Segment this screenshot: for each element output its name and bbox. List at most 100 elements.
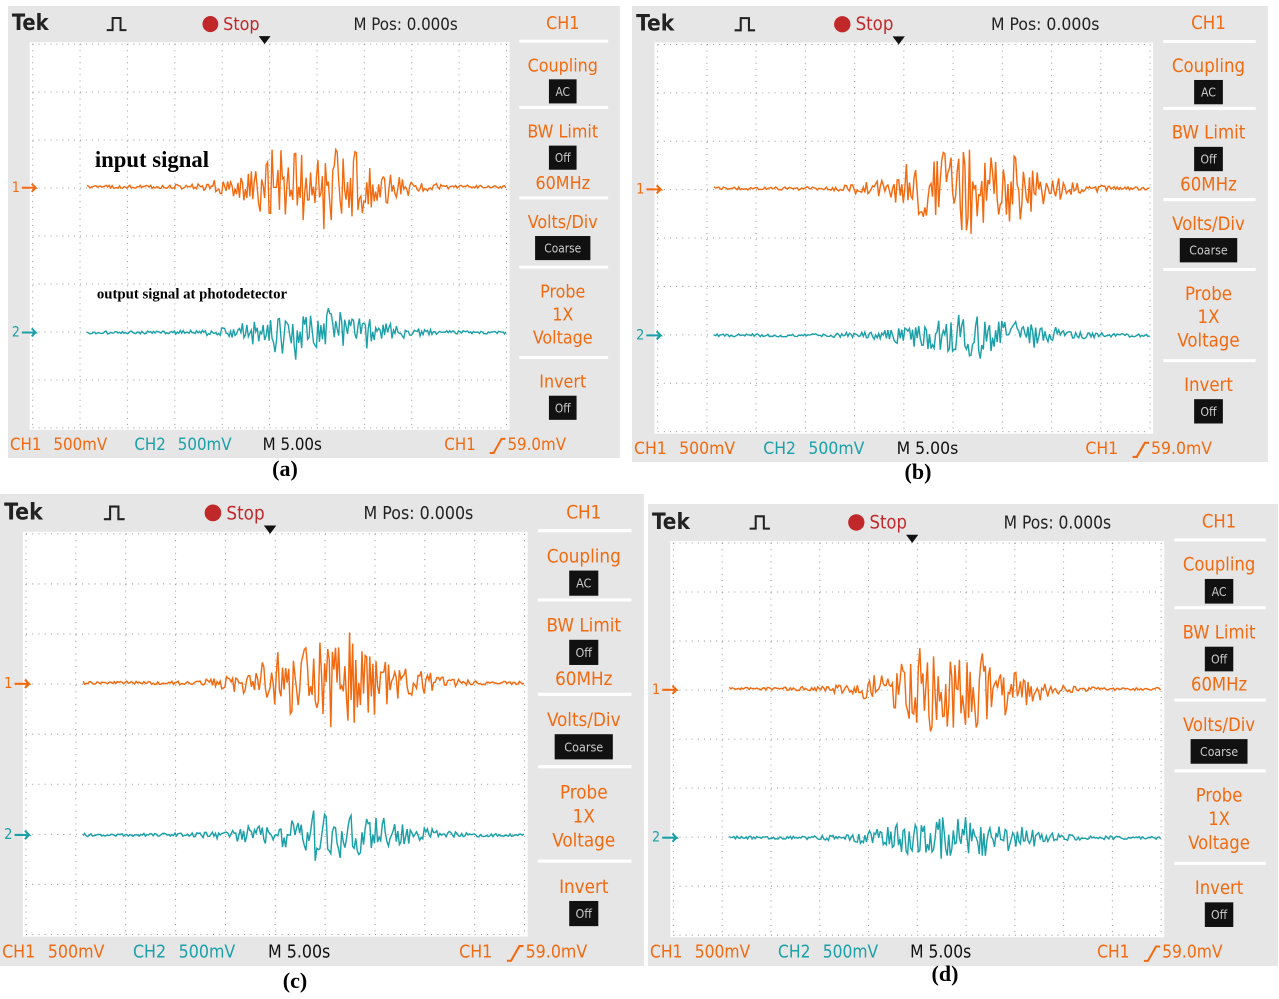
menu-value: Coarse — [544, 242, 581, 256]
menu-value: AC — [555, 85, 570, 99]
menu-title: CH1 — [566, 502, 601, 523]
menu-value: Off — [575, 906, 592, 921]
position: M Pos: 0.000s — [364, 504, 474, 524]
menu-title: CH1 — [1202, 511, 1236, 532]
footer-trigger-level: 59.0mV — [526, 942, 588, 962]
menu-label: Coupling — [1172, 56, 1245, 77]
menu-value: 1X — [1198, 307, 1220, 328]
footer-ch1: CH1 — [2, 942, 35, 962]
footer-trigger-level: 59.0mV — [1162, 943, 1223, 963]
ch2-marker: 2 — [12, 324, 20, 340]
footer-ch2-scale: 500mV — [179, 942, 236, 962]
ch2-marker: 2 — [636, 327, 644, 343]
status: Stop — [870, 512, 907, 533]
menu-label: Probe — [560, 782, 608, 803]
footer-ch1-scale: 500mV — [48, 942, 105, 962]
menu-extra: 60MHz — [555, 669, 612, 690]
panel-caption: (b) — [905, 459, 932, 485]
menu-label: BW Limit — [527, 121, 598, 142]
menu-label: Volts/Div — [1183, 715, 1255, 736]
panel-caption: (d) — [932, 961, 959, 987]
menu-value: Off — [555, 151, 571, 165]
menu-value: Coarse — [564, 739, 603, 754]
stop-dot — [848, 514, 864, 530]
panel-caption: (c) — [283, 968, 307, 994]
menu-value: AC — [1201, 86, 1216, 100]
menu-value: AC — [576, 576, 591, 591]
annotation: output signal at photodetector — [97, 287, 288, 303]
menu-title: CH1 — [1191, 13, 1226, 34]
menu-extra: 60MHz — [1191, 675, 1247, 696]
brand: Tek — [12, 11, 50, 36]
footer-ch2: CH2 — [763, 439, 796, 459]
status: Stop — [223, 14, 259, 35]
footer-ch2: CH2 — [133, 942, 166, 962]
menu-label: Invert — [1184, 375, 1233, 396]
menu-label: Coupling — [528, 55, 598, 76]
ch1-marker: 1 — [652, 682, 660, 698]
footer-ch1: CH1 — [10, 434, 41, 454]
menu-value: Off — [1200, 153, 1217, 167]
status: Stop — [226, 503, 264, 524]
brand: Tek — [636, 11, 675, 37]
footer-time: M 5.00s — [897, 439, 959, 459]
menu-extra: Voltage — [533, 327, 593, 348]
position: M Pos: 0.000s — [991, 15, 1099, 35]
brand: Tek — [652, 509, 690, 535]
footer-ch2-scale: 500mV — [808, 439, 864, 459]
menu-label: BW Limit — [1183, 622, 1256, 643]
footer-ch1-scale: 500mV — [679, 439, 735, 459]
menu-title: CH1 — [546, 13, 579, 34]
annotation: input signal — [95, 147, 209, 172]
menu-value: 1X — [552, 304, 573, 325]
scope-screen: Tek Stop M Pos: 0.000s CH1 Coupling AC BW Limi… — [632, 6, 1268, 462]
menu-label: Coupling — [547, 546, 621, 567]
panel-caption: (a) — [272, 456, 298, 482]
menu-label: Probe — [1196, 786, 1243, 807]
menu-label: Probe — [540, 281, 585, 302]
menu-label: Volts/Div — [547, 710, 621, 731]
menu-value: Off — [1211, 653, 1228, 667]
position: M Pos: 0.000s — [1004, 513, 1111, 533]
footer-ch1-scale: 500mV — [695, 943, 751, 963]
menu-label: Invert — [1195, 878, 1244, 899]
footer-ch2-scale: 500mV — [823, 943, 879, 963]
footer-ch2-scale: 500mV — [178, 434, 232, 454]
menu-extra: Voltage — [1177, 330, 1239, 351]
ch1-marker: 1 — [636, 181, 644, 197]
footer-ch1: CH1 — [634, 439, 667, 459]
menu-extra: Voltage — [1188, 833, 1250, 854]
footer-trigger-source: CH1 — [444, 434, 475, 454]
menu-value: Off — [1211, 908, 1228, 922]
footer-time: M 5.00s — [263, 434, 322, 454]
footer-trigger-source: CH1 — [459, 942, 492, 962]
menu-label: BW Limit — [1172, 123, 1246, 144]
menu-label: Coupling — [1183, 555, 1255, 576]
footer-ch2: CH2 — [134, 434, 165, 454]
menu-value: 1X — [1208, 809, 1230, 830]
stop-dot — [202, 16, 218, 32]
ch2-marker: 2 — [4, 826, 12, 843]
stop-dot — [834, 16, 850, 32]
menu-extra: Voltage — [552, 831, 615, 852]
brand: Tek — [4, 499, 44, 525]
footer-trigger-source: CH1 — [1085, 439, 1118, 459]
footer-time: M 5.00s — [268, 942, 330, 962]
menu-label: BW Limit — [547, 616, 622, 637]
footer-trigger-level: 59.0mV — [1151, 439, 1212, 459]
menu-label: Volts/Div — [1172, 214, 1245, 235]
footer-trigger-level: 59.0mV — [507, 434, 566, 454]
footer-time: M 5.00s — [910, 943, 971, 963]
ch1-marker: 1 — [4, 675, 12, 692]
menu-value: 1X — [573, 807, 596, 828]
footer-ch1: CH1 — [650, 943, 682, 963]
ch2-marker: 2 — [652, 830, 660, 846]
stop-dot — [205, 504, 222, 521]
menu-value: Off — [575, 645, 592, 660]
menu-extra: 60MHz — [1180, 174, 1237, 195]
status: Stop — [856, 14, 894, 35]
figure: (() => { const data = JSON.parse(documen… — [0, 0, 1279, 999]
menu-label: Volts/Div — [528, 212, 598, 233]
menu-label: Invert — [559, 877, 609, 898]
